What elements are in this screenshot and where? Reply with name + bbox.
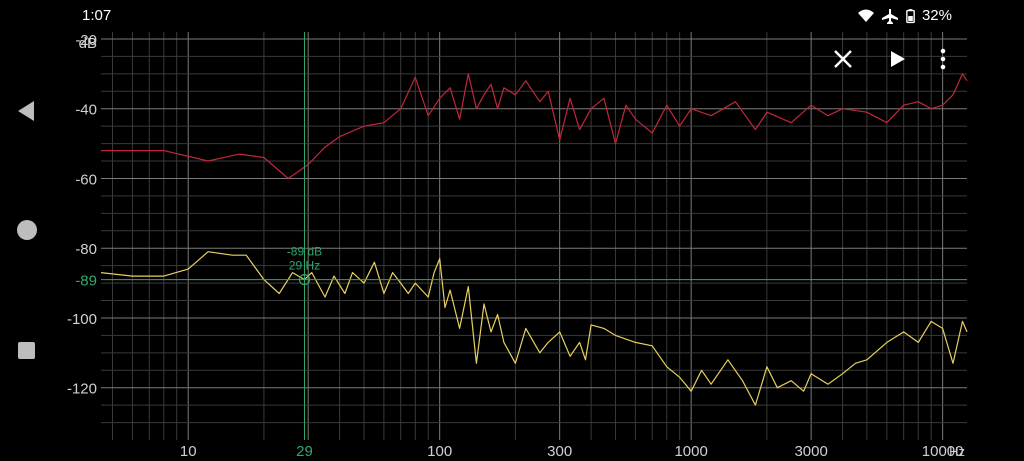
- x-tick-label: 1000: [674, 443, 707, 460]
- cursor-readout-hz: 29 Hz: [289, 259, 320, 273]
- close-icon[interactable]: [830, 46, 856, 72]
- series-yellow-line: [100, 251, 968, 406]
- x-tick-label: 300: [547, 443, 572, 460]
- cursor-x-label: 29: [296, 443, 313, 460]
- x-tick-label: 3000: [794, 443, 827, 460]
- status-bar: 1:07 32%: [0, 0, 1024, 32]
- navigation-bar: [0, 32, 52, 461]
- more-vert-icon[interactable]: [930, 46, 956, 72]
- y-tick-label: -60: [75, 171, 97, 188]
- cursor-marker: [298, 273, 311, 286]
- status-icons: 32%: [857, 7, 952, 24]
- status-time: 1:07: [82, 7, 112, 24]
- cursor-y-label: -89: [75, 273, 97, 290]
- recents-icon[interactable]: [14, 338, 40, 364]
- cursor-readout-db: -89 dB: [287, 245, 322, 259]
- x-tick-label: 100: [427, 443, 452, 460]
- back-icon[interactable]: [14, 98, 40, 124]
- home-icon[interactable]: [14, 217, 40, 243]
- y-tick-label: -100: [67, 311, 97, 328]
- y-tick-label: -80: [75, 241, 97, 258]
- wifi-icon: [857, 9, 874, 22]
- x-tick-label: 10: [180, 443, 197, 460]
- x-tick-label: 10000: [922, 443, 964, 460]
- y-tick-label: -120: [67, 381, 97, 398]
- play-icon[interactable]: [884, 46, 910, 72]
- y-tick-label: -40: [75, 102, 97, 119]
- x-unit-label: Hz: [949, 444, 965, 459]
- y-tick-label: -20: [75, 32, 97, 49]
- y-unit-label: dB: [79, 35, 97, 52]
- battery-icon: [906, 8, 915, 23]
- series-red-line: [101, 73, 968, 180]
- airplane-icon: [881, 8, 898, 24]
- battery-percent: 32%: [921, 7, 952, 24]
